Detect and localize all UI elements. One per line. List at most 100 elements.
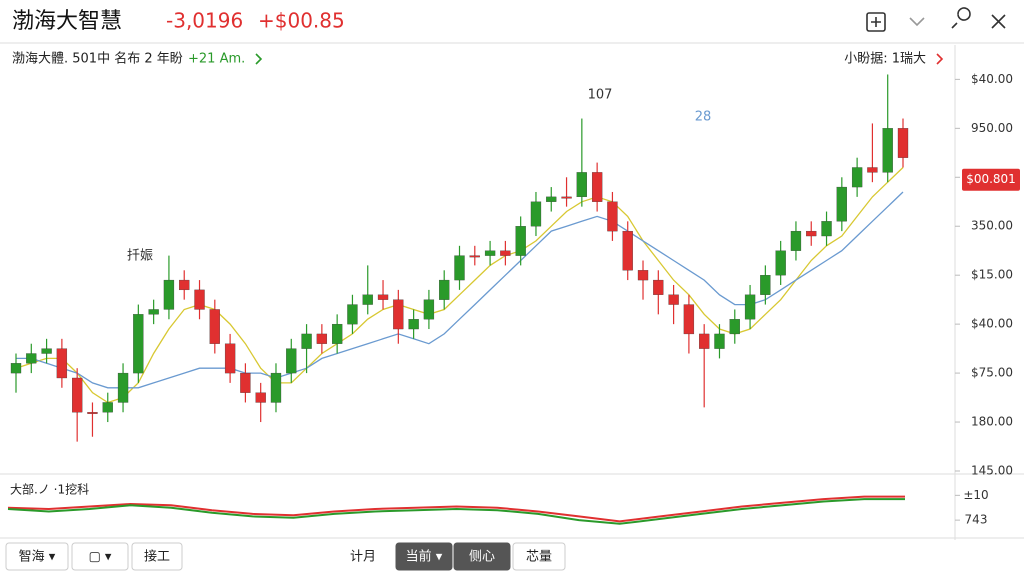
- candle-body: [637, 270, 649, 281]
- candle-body: [729, 319, 740, 335]
- y-tick-label: $75.00: [971, 366, 1013, 380]
- candle-body: [836, 186, 847, 222]
- candle-body: [454, 255, 465, 281]
- toolbar-label: 芯量: [526, 550, 552, 565]
- candle-body: [668, 294, 679, 305]
- candle-body: [790, 230, 802, 251]
- candle-body: [240, 372, 251, 393]
- toolbar-button[interactable]: [512, 542, 566, 571]
- window-controls: [866, 7, 1006, 32]
- candle-body: [255, 392, 266, 403]
- candle-body: [484, 250, 496, 256]
- candle-body: [699, 333, 710, 349]
- candle-body: [546, 196, 557, 202]
- candle-body: [530, 201, 542, 227]
- y-tick-label: 950.00: [971, 121, 1013, 135]
- candle-body: [714, 333, 725, 349]
- candle-body: [760, 275, 771, 295]
- candle-body: [821, 221, 832, 237]
- collapse-button[interactable]: [909, 17, 925, 27]
- candle-body: [56, 348, 68, 379]
- candle-body: [607, 201, 618, 232]
- candle-body: [393, 299, 404, 330]
- toolbar-button[interactable]: [395, 542, 453, 571]
- toolbar-label: 接工: [144, 549, 170, 565]
- price: +$00.85: [258, 9, 345, 33]
- toolbar-label: 计月: [350, 550, 376, 565]
- y-tick-label: 350.00: [971, 219, 1013, 233]
- y-tick-label: $40.00: [971, 317, 1013, 331]
- price-marker-label: $00.801: [966, 172, 1016, 186]
- candle-body: [10, 363, 22, 374]
- candle-body: [515, 226, 526, 256]
- toolbar-button[interactable]: [131, 542, 183, 571]
- candle-body: [117, 372, 129, 403]
- sub-left-extra: +21 Am.: [188, 52, 245, 67]
- toolbar-label: 当前 ▾: [406, 549, 443, 565]
- toolbar-button[interactable]: [453, 542, 511, 571]
- change: -3,0196: [166, 9, 243, 33]
- candle-body: [806, 230, 817, 237]
- toolbar-button[interactable]: [71, 542, 129, 571]
- candle-body: [179, 279, 190, 291]
- arrow[interactable]: [936, 53, 944, 65]
- candle-body: [897, 128, 909, 158]
- candle-body: [163, 279, 175, 310]
- candle-body: [423, 299, 435, 320]
- candle-body: [775, 250, 786, 276]
- toolbar-label: 侧心: [469, 550, 495, 565]
- candle-body: [653, 279, 664, 295]
- toolbar-button[interactable]: [340, 543, 386, 570]
- close-button[interactable]: [991, 14, 1006, 29]
- sub-left: 渤海大體. 501中 名布 2 年盼: [12, 51, 183, 67]
- add-button[interactable]: [866, 12, 886, 32]
- candle-body: [87, 412, 98, 414]
- y-tick-label: $40.00: [971, 72, 1013, 86]
- y-tick-label: ±10: [963, 488, 988, 502]
- indicator-line: [7, 498, 905, 525]
- y-tick-label: 180.00: [971, 415, 1013, 429]
- toolbar-label: ▢ ▾: [89, 550, 112, 565]
- candle-body: [851, 167, 863, 188]
- ma-line: [15, 167, 904, 404]
- candle-body: [133, 314, 144, 374]
- candle-body: [439, 279, 450, 300]
- indicator-title: 大部.ノ ·1挖科: [10, 482, 89, 497]
- candle-body: [41, 348, 52, 354]
- candle-body: [882, 128, 893, 173]
- candle-body: [102, 402, 113, 413]
- candle-body: [469, 255, 480, 258]
- candle-body: [72, 377, 83, 413]
- candle-body: [683, 304, 695, 335]
- candle-body: [301, 333, 312, 349]
- arrow[interactable]: [255, 53, 263, 65]
- annotation: 扦娠: [127, 249, 153, 264]
- sub-right: 小盼据: 1瑞大: [844, 52, 926, 67]
- add-icon: [871, 17, 881, 27]
- toolbar-label: 智海 ▾: [19, 550, 56, 565]
- candle-body: [270, 372, 282, 403]
- candle-body: [408, 319, 419, 330]
- candle-body: [622, 230, 633, 271]
- candle-body: [316, 333, 328, 344]
- title: 渤海大智慧: [12, 9, 122, 34]
- candle-body: [26, 353, 37, 364]
- candle-body: [867, 167, 878, 173]
- y-tick-label: 145.00: [971, 464, 1013, 478]
- candle-body: [347, 304, 358, 325]
- candle-body: [148, 309, 159, 315]
- candle-body: [194, 289, 205, 310]
- price-marker: [962, 168, 1020, 191]
- annotation: 28: [695, 110, 712, 125]
- candle-body: [209, 309, 220, 344]
- candle-body: [377, 294, 389, 300]
- candle-body: [332, 323, 343, 344]
- toolbar: 智海 ▾ ▢ ▾ 接工 计月 当前 ▾ 侧心 芯量: [5, 542, 566, 571]
- candle-body: [286, 348, 297, 374]
- y-tick-label: 743: [965, 513, 988, 527]
- search-button[interactable]: [951, 7, 971, 29]
- candle-body: [561, 196, 572, 199]
- toolbar-button[interactable]: [5, 542, 69, 571]
